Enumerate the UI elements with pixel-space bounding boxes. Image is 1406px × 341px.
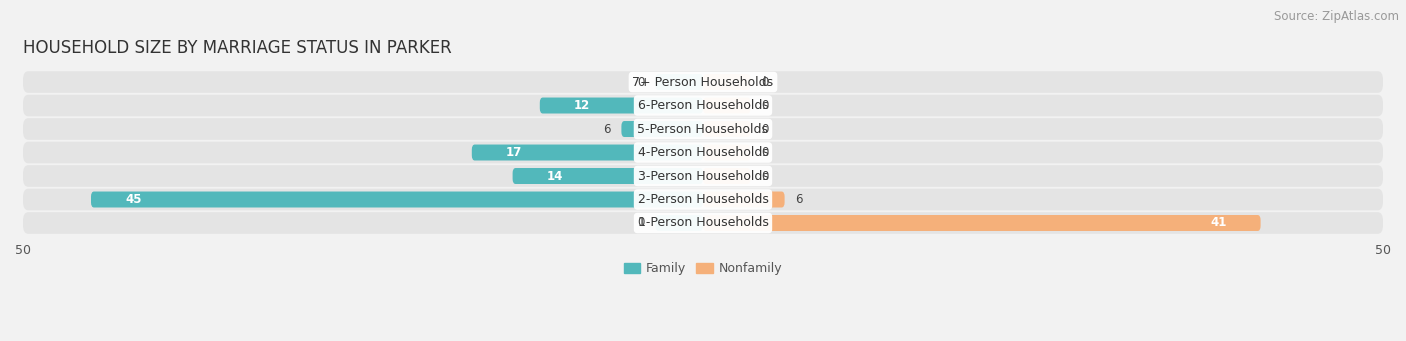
Text: 6: 6 — [796, 193, 803, 206]
Text: 0: 0 — [762, 75, 769, 89]
Text: 41: 41 — [1211, 217, 1226, 229]
FancyBboxPatch shape — [22, 142, 1384, 163]
Text: 7+ Person Households: 7+ Person Households — [633, 75, 773, 89]
Text: 6-Person Households: 6-Person Households — [637, 99, 769, 112]
Text: 3-Person Households: 3-Person Households — [637, 169, 769, 182]
Text: 6: 6 — [603, 122, 610, 135]
Text: HOUSEHOLD SIZE BY MARRIAGE STATUS IN PARKER: HOUSEHOLD SIZE BY MARRIAGE STATUS IN PAR… — [22, 39, 451, 57]
Text: 0: 0 — [637, 217, 644, 229]
FancyBboxPatch shape — [703, 168, 751, 184]
Text: 0: 0 — [762, 122, 769, 135]
FancyBboxPatch shape — [540, 98, 703, 114]
Text: 2-Person Households: 2-Person Households — [637, 193, 769, 206]
FancyBboxPatch shape — [513, 168, 703, 184]
Text: Source: ZipAtlas.com: Source: ZipAtlas.com — [1274, 10, 1399, 23]
FancyBboxPatch shape — [703, 215, 1261, 231]
Text: 0: 0 — [762, 146, 769, 159]
FancyBboxPatch shape — [655, 74, 703, 90]
FancyBboxPatch shape — [22, 165, 1384, 187]
Text: 45: 45 — [125, 193, 142, 206]
FancyBboxPatch shape — [22, 71, 1384, 93]
FancyBboxPatch shape — [91, 192, 703, 207]
FancyBboxPatch shape — [621, 121, 703, 137]
Text: 5-Person Households: 5-Person Households — [637, 122, 769, 135]
FancyBboxPatch shape — [703, 121, 751, 137]
Text: 4-Person Households: 4-Person Households — [637, 146, 769, 159]
Text: 0: 0 — [637, 75, 644, 89]
FancyBboxPatch shape — [472, 145, 703, 161]
Text: 1-Person Households: 1-Person Households — [637, 217, 769, 229]
FancyBboxPatch shape — [703, 98, 751, 114]
Text: 0: 0 — [762, 169, 769, 182]
Text: 14: 14 — [547, 169, 562, 182]
Legend: Family, Nonfamily: Family, Nonfamily — [619, 257, 787, 280]
FancyBboxPatch shape — [703, 192, 785, 207]
FancyBboxPatch shape — [22, 189, 1384, 210]
FancyBboxPatch shape — [22, 212, 1384, 234]
FancyBboxPatch shape — [22, 118, 1384, 140]
Text: 17: 17 — [506, 146, 522, 159]
FancyBboxPatch shape — [655, 215, 703, 231]
FancyBboxPatch shape — [22, 95, 1384, 116]
Text: 0: 0 — [762, 99, 769, 112]
FancyBboxPatch shape — [703, 145, 751, 161]
Text: 12: 12 — [574, 99, 591, 112]
FancyBboxPatch shape — [703, 74, 751, 90]
